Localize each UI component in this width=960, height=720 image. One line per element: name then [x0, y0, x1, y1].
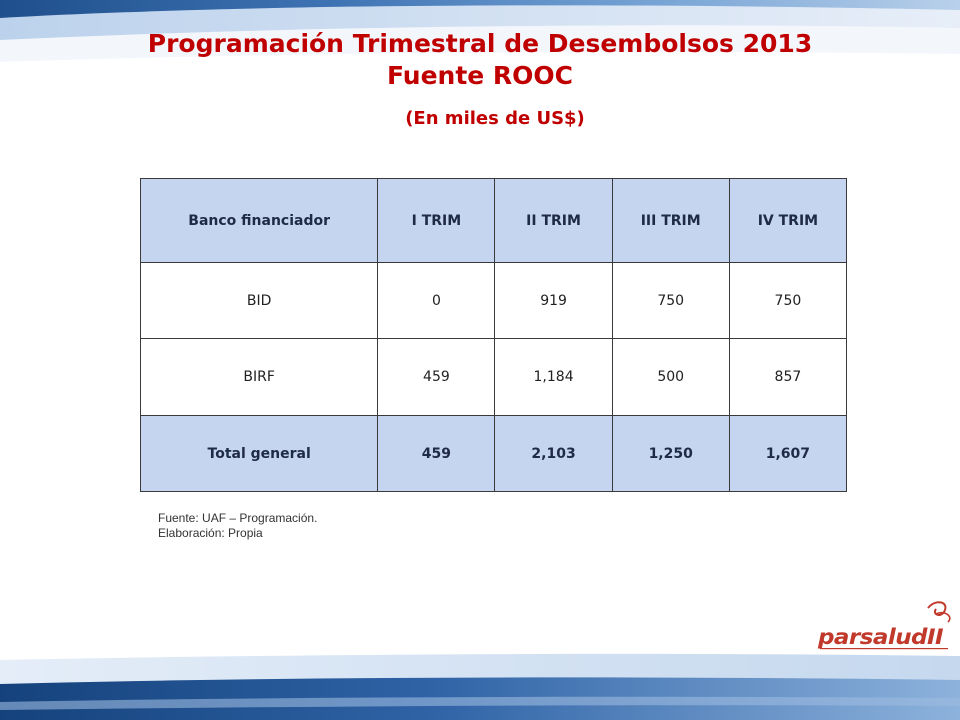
top-decorative-band	[0, 0, 960, 100]
elaboration-note: Elaboración: Propia	[158, 526, 263, 540]
svg-text:parsaludII: parsaludII	[817, 625, 944, 649]
table-cell: 459	[377, 338, 496, 416]
bottom-decorative-band	[0, 650, 960, 720]
table-cell: 750	[728, 262, 848, 339]
source-note: Fuente: UAF – Programación.	[158, 511, 318, 525]
table-total-row: Total general 459 2,103 1,250 1,607	[139, 415, 848, 492]
table-cell: 459	[377, 415, 496, 492]
table-row: BID 0 919 750 750	[139, 262, 848, 339]
table-cell: 1,607	[728, 415, 848, 492]
table-cell: 919	[494, 262, 613, 339]
column-header: IV TRIM	[728, 178, 848, 263]
source-notes: Fuente: UAF – Programación. Elaboración:…	[158, 511, 317, 541]
table-cell: 1,184	[494, 338, 613, 416]
table-cell: 2,103	[494, 415, 613, 492]
page-title: Programación Trimestral de Desembolsos 2…	[147, 29, 813, 58]
table-cell: 0	[377, 262, 496, 339]
table-cell: BIRF	[139, 338, 379, 416]
table-cell: Total general	[139, 415, 379, 492]
table-header-row: Banco financiador I TRIM II TRIM III TRI…	[139, 178, 848, 263]
table-cell: BID	[139, 262, 379, 339]
column-header: II TRIM	[494, 178, 613, 263]
table-cell: 1,250	[611, 415, 730, 492]
column-header: I TRIM	[377, 178, 496, 263]
table-cell: 500	[611, 338, 730, 416]
column-header: III TRIM	[611, 178, 730, 263]
disbursement-table: Banco financiador I TRIM II TRIM III TRI…	[139, 178, 848, 492]
column-header: Banco financiador	[139, 178, 379, 263]
page-title-source: Fuente ROOC	[386, 61, 574, 90]
table-cell: 857	[728, 338, 848, 416]
table-row: BIRF 459 1,184 500 857	[139, 338, 848, 416]
table-cell: 750	[611, 262, 730, 339]
parsalud-logo: parsaludII PROGRAMA DE APOYO A LA REFORM…	[810, 598, 960, 660]
title-block: Programación Trimestral de Desembolsos 2…	[0, 28, 960, 92]
units-subtitle: (En miles de US$)	[405, 108, 585, 129]
